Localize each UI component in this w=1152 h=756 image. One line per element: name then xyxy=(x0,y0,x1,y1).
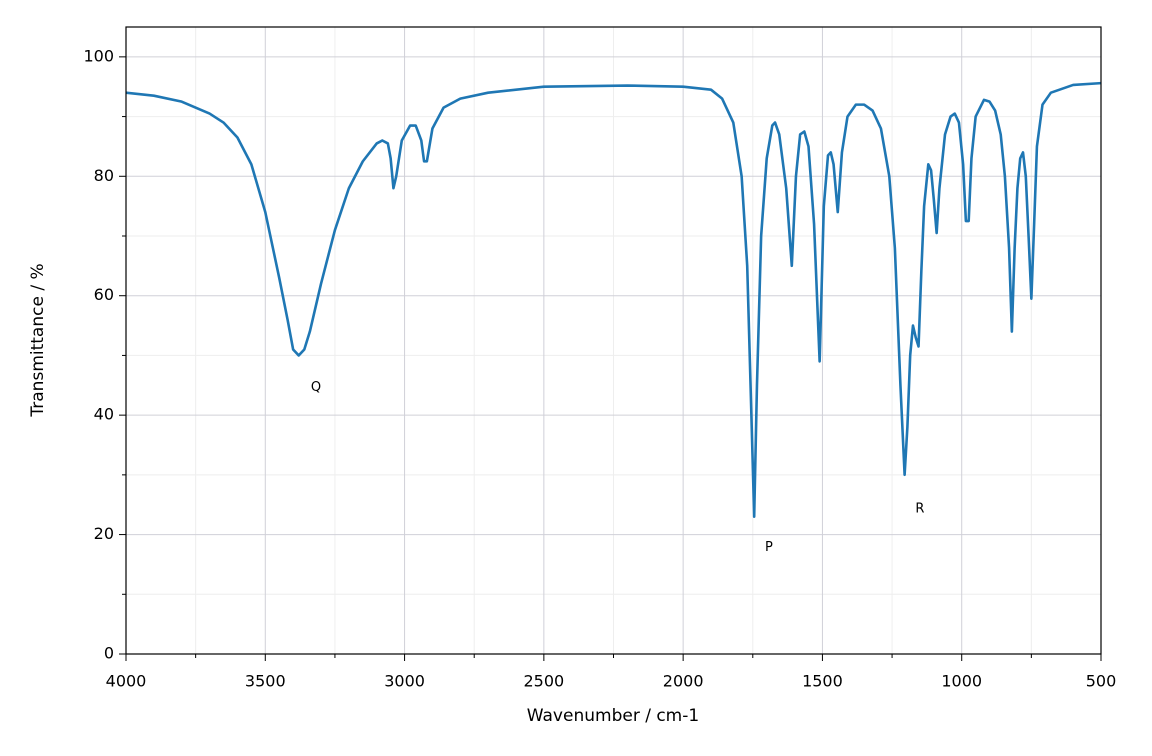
y-tick-label: 100 xyxy=(83,46,114,65)
x-tick-label: 500 xyxy=(1086,672,1117,691)
y-axis-label: Transmittance / % xyxy=(28,263,48,417)
x-tick-label: 3500 xyxy=(245,672,286,691)
x-axis-label: Wavenumber / cm-1 xyxy=(527,706,699,726)
x-tick-label: 1500 xyxy=(802,672,843,691)
y-tick-label: 0 xyxy=(104,644,114,663)
plot xyxy=(125,81,1102,518)
y-tick-label: 60 xyxy=(94,285,114,304)
y-tick-label: 80 xyxy=(94,166,114,185)
annotation: R xyxy=(915,501,924,516)
x-tick-label: 2000 xyxy=(663,672,704,691)
x-tick-label: 1000 xyxy=(941,672,982,691)
x-tick-label: 3000 xyxy=(384,672,425,691)
x-tick-label: 4000 xyxy=(106,672,147,691)
annotation: P xyxy=(765,540,773,555)
grid xyxy=(125,27,1102,655)
spectrum-line xyxy=(125,81,1102,518)
x-tick-label: 2500 xyxy=(523,672,564,691)
annotation: Q xyxy=(311,380,321,395)
y-tick-label: 20 xyxy=(94,524,114,543)
y-tick-label: 40 xyxy=(94,405,114,424)
